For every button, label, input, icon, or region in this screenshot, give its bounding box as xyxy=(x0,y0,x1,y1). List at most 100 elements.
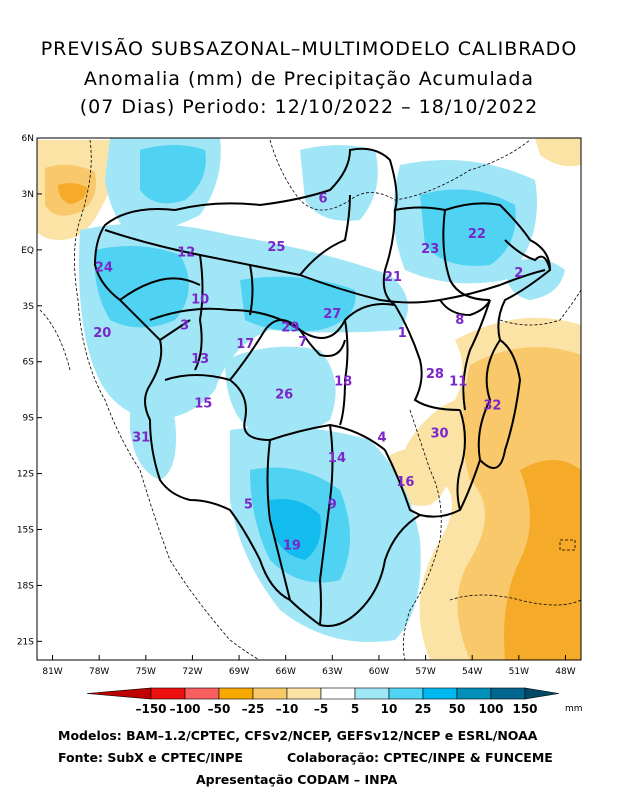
legend-threshold-label: 5 xyxy=(351,702,359,716)
longitude-axis: 81W 78W 75W 72W 69W 66W 63W 60W 57W 54W 51W 48W xyxy=(42,655,576,677)
basin-label-20: 20 xyxy=(93,326,111,341)
lat-tick-label: EQ xyxy=(21,246,34,256)
basin-label-27: 27 xyxy=(323,307,341,322)
basin-label-21: 21 xyxy=(384,270,402,285)
legend-threshold-label: 50 xyxy=(449,702,466,716)
basin-label-23: 23 xyxy=(421,242,439,257)
lon-tick-label: 57W xyxy=(415,667,435,677)
amazon-basin-outline xyxy=(93,147,552,627)
basin-label-11: 11 xyxy=(449,374,467,389)
legend-swatch xyxy=(388,687,424,700)
lat-tick-label: 3S xyxy=(23,302,35,312)
basin-label-4: 4 xyxy=(378,430,387,445)
lon-tick-label: 72W xyxy=(182,667,202,677)
latitude-axis: 6N 3N EQ 3S 6S 9S 12S 15S 18S 21S xyxy=(17,134,42,647)
basin-outlines xyxy=(93,147,552,627)
basin-label-19: 19 xyxy=(283,538,301,553)
lon-tick-label: 69W xyxy=(229,667,249,677)
anomaly-field xyxy=(37,138,581,660)
basin-label-13: 13 xyxy=(191,352,209,367)
legend-swatch xyxy=(184,687,220,700)
lon-tick-label: 48W xyxy=(555,667,575,677)
lat-tick-label: 9S xyxy=(23,414,35,424)
basin-label-2: 2 xyxy=(514,266,523,281)
basin-label-29: 29 xyxy=(281,320,299,335)
basin-label-15: 15 xyxy=(194,397,212,412)
lon-tick-label: 66W xyxy=(276,667,296,677)
basin-label-31: 31 xyxy=(132,430,150,445)
footer-source: Fonte: SubX e CPTEC/INPE xyxy=(58,750,243,765)
lon-tick-label: 63W xyxy=(322,667,342,677)
legend-threshold-label: 25 xyxy=(415,702,432,716)
legend-threshold-label: –10 xyxy=(276,702,299,716)
footer-collaboration: Colaboração: CPTEC/INPE & FUNCEME xyxy=(287,750,553,765)
basin-label-30: 30 xyxy=(431,427,449,442)
map-title-line-2: Anomalia (mm) de Precipitação Acumulada xyxy=(83,68,535,90)
footer-presentation: Apresentação CODAM – INPA xyxy=(196,772,398,787)
lat-tick-label: 6S xyxy=(23,358,35,368)
lat-tick-label: 3N xyxy=(22,190,34,200)
lon-tick-label: 81W xyxy=(42,667,62,677)
basin-label-24: 24 xyxy=(95,261,113,276)
map-frame xyxy=(36,137,582,661)
dry-region-northwest-strong xyxy=(58,183,88,204)
map-title-line-1: PREVISÃO SUBSAZONAL–MULTIMODELO CALIBRAD… xyxy=(40,38,578,60)
legend-threshold-label: 10 xyxy=(381,702,398,716)
legend-swatch xyxy=(354,687,390,700)
legend-threshold-label: 100 xyxy=(478,702,503,716)
legend-swatch xyxy=(320,687,356,700)
lon-tick-label: 54W xyxy=(462,667,482,677)
basin-label-18: 18 xyxy=(334,374,352,389)
legend-swatch xyxy=(86,687,152,700)
legend-threshold-label: –5 xyxy=(314,702,328,716)
basin-label-7: 7 xyxy=(298,335,307,350)
country-borders xyxy=(39,139,581,660)
map-title-line-3: (07 Dias) Periodo: 12/10/2022 – 18/10/20… xyxy=(79,96,539,118)
basin-label-12: 12 xyxy=(177,246,195,261)
basin-label-10: 10 xyxy=(191,292,209,307)
basin-label-32: 32 xyxy=(483,399,501,414)
wet-region-central xyxy=(225,346,336,436)
basin-label-26: 26 xyxy=(275,387,293,402)
footer-models: Modelos: BAM–1.2/CPTEC, CFSv2/NCEP, GEFS… xyxy=(58,728,538,743)
basin-label-14: 14 xyxy=(328,451,346,466)
legend-swatch xyxy=(252,687,288,700)
basin-label-17: 17 xyxy=(236,337,254,352)
dry-region-east-strong xyxy=(504,460,581,660)
wet-region-southwest xyxy=(130,380,176,480)
basin-number-labels: 1234567891011121314151617181920212223242… xyxy=(93,192,523,554)
lat-tick-label: 15S xyxy=(17,526,34,536)
color-legend: –150 –100 –50 –25 –10 –5 5 10 25 50 100 150 mm xyxy=(86,687,583,716)
dry-region-northeast xyxy=(535,138,581,167)
legend-unit: mm xyxy=(565,704,583,714)
wet-region-central-medium xyxy=(240,276,356,332)
lon-tick-label: 51W xyxy=(509,667,529,677)
wet-region-north xyxy=(300,145,378,221)
legend-threshold-label: –100 xyxy=(169,702,200,716)
basin-label-1: 1 xyxy=(398,326,407,341)
legend-swatch xyxy=(150,687,186,700)
lat-tick-label: 18S xyxy=(17,581,34,591)
wet-region-northwest-medium xyxy=(140,145,206,204)
lon-tick-label: 78W xyxy=(89,667,109,677)
basin-label-25: 25 xyxy=(267,240,285,255)
basin-label-28: 28 xyxy=(426,367,444,382)
basin-label-9: 9 xyxy=(328,497,337,512)
basin-label-5: 5 xyxy=(244,497,253,512)
legend-threshold-label: 150 xyxy=(512,702,537,716)
lon-tick-label: 60W xyxy=(369,667,389,677)
legend-threshold-label: –25 xyxy=(242,702,265,716)
lat-tick-label: 21S xyxy=(17,637,34,647)
legend-swatch xyxy=(422,687,458,700)
legend-threshold-label: –50 xyxy=(208,702,231,716)
lon-tick-label: 75W xyxy=(136,667,156,677)
legend-swatch xyxy=(286,687,322,700)
legend-swatch xyxy=(490,687,526,700)
basin-label-22: 22 xyxy=(468,227,486,242)
basin-label-16: 16 xyxy=(396,475,414,490)
lat-tick-label: 12S xyxy=(17,470,34,480)
basin-label-6: 6 xyxy=(318,192,327,207)
legend-swatch xyxy=(524,687,560,700)
lat-tick-label: 6N xyxy=(22,134,34,144)
